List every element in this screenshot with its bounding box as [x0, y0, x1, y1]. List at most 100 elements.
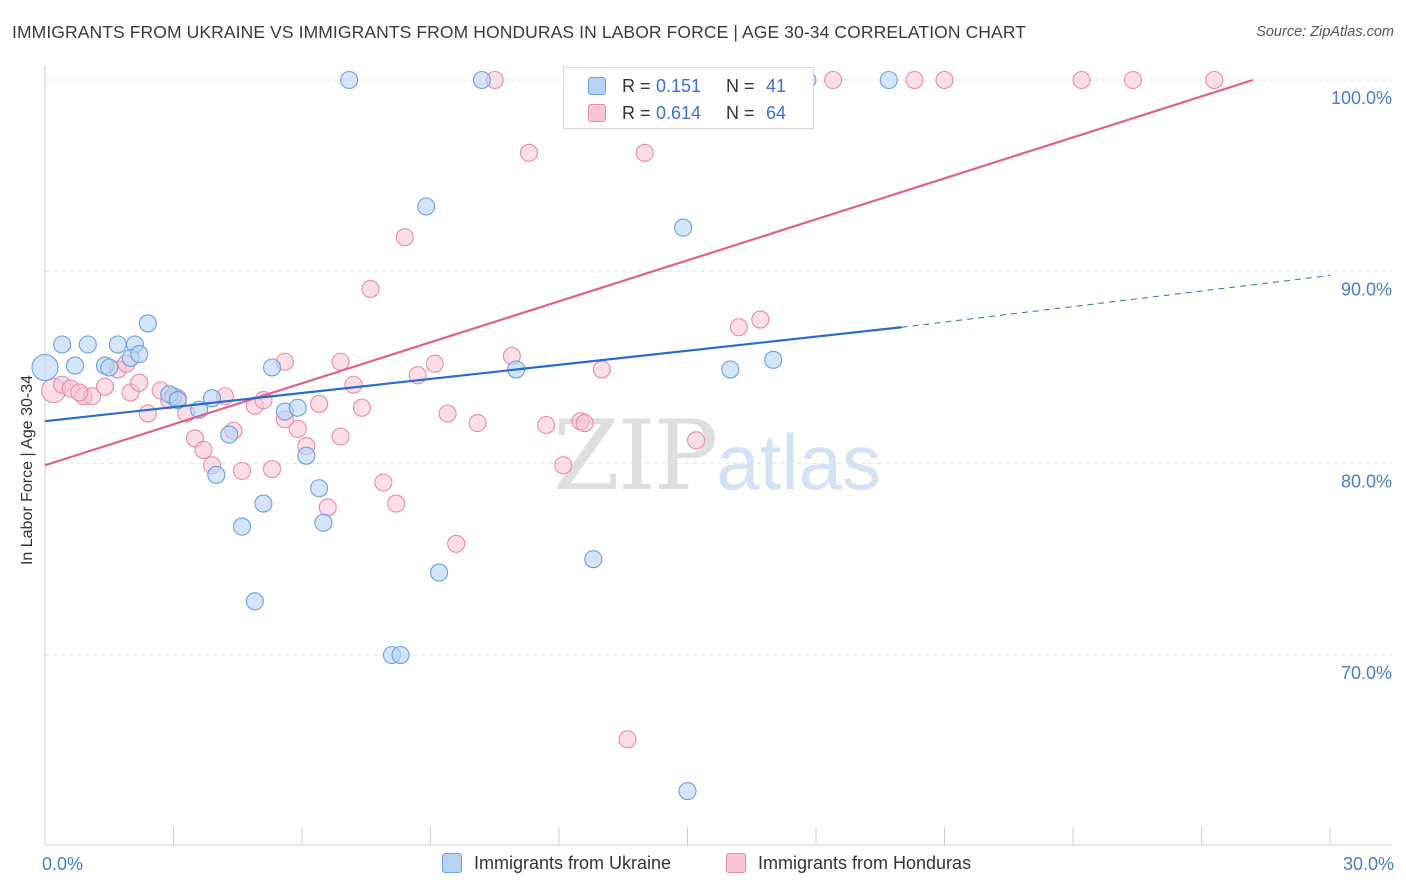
- honduras-point: [687, 431, 706, 450]
- honduras-point: [447, 534, 466, 553]
- ukraine-point: [288, 398, 307, 417]
- honduras-point: [468, 414, 487, 433]
- ukraine-point: [108, 335, 127, 354]
- ukraine-point: [254, 494, 273, 513]
- honduras-point: [288, 419, 307, 438]
- honduras-point: [395, 228, 414, 247]
- ukraine-point: [721, 360, 740, 379]
- ukraine-point: [297, 446, 316, 465]
- legend-ukraine-label: Immigrants from Ukraine: [474, 853, 672, 873]
- y-tick-label-70: 70.0%: [1341, 663, 1392, 683]
- source-credit: Source: ZipAtlas.com: [1256, 24, 1394, 40]
- honduras-point: [425, 354, 444, 373]
- ukraine-point: [310, 479, 329, 498]
- watermark-atlas: atlas: [716, 418, 881, 506]
- honduras-point: [1205, 70, 1224, 90]
- ukraine-point: [130, 345, 149, 364]
- correlation-stats-box: R = 0.151 N = 41 R = 0.614 N = 64: [563, 67, 814, 129]
- honduras-point: [361, 279, 380, 298]
- honduras-point: [824, 70, 843, 90]
- watermark: ZIPatlas: [553, 400, 881, 512]
- honduras-point: [618, 730, 637, 749]
- ukraine-point: [472, 70, 491, 90]
- ukraine-n-value: 41: [766, 76, 787, 96]
- axes: [44, 66, 1392, 846]
- ukraine-point: [314, 513, 333, 532]
- ukraine-r-value: 0.151: [656, 76, 702, 96]
- honduras-point: [310, 394, 329, 413]
- ukraine-point: [391, 645, 410, 665]
- honduras-point: [537, 415, 556, 435]
- honduras-point: [635, 143, 654, 162]
- honduras-n-value: 64: [766, 103, 787, 123]
- honduras-point: [751, 310, 770, 329]
- honduras-point: [1072, 70, 1091, 90]
- ukraine-point: [262, 358, 282, 377]
- honduras-point: [344, 375, 363, 394]
- ukraine-point: [78, 335, 97, 354]
- ukraine-point: [764, 350, 783, 369]
- ukraine-trend-extension: [901, 275, 1331, 328]
- y-tick-label-90: 90.0%: [1341, 280, 1392, 300]
- ukraine-point: [678, 782, 697, 801]
- honduras-trend-line: [44, 78, 1254, 467]
- honduras-point: [352, 398, 372, 417]
- legend: Immigrants from Ukraine Immigrants from …: [0, 852, 1406, 876]
- x-tick-label-min: 0.0%: [42, 854, 83, 874]
- ukraine-point: [232, 517, 252, 536]
- honduras-point: [438, 404, 457, 423]
- ukraine-point: [207, 465, 226, 484]
- ukraine-point: [138, 314, 157, 333]
- honduras-point: [232, 461, 252, 481]
- honduras-point: [331, 427, 350, 446]
- gridlines: [45, 79, 1392, 656]
- ukraine-point: [879, 70, 898, 90]
- honduras-point: [95, 377, 115, 396]
- honduras-point: [130, 373, 149, 392]
- y-tick-labels: 70.0% 80.0% 90.0% 100.0%: [1331, 88, 1392, 683]
- honduras-point: [331, 352, 350, 371]
- honduras-point: [1123, 70, 1143, 90]
- x-tick-label-max: 30.0%: [1343, 854, 1394, 874]
- ukraine-point: [65, 356, 85, 375]
- honduras-point: [905, 70, 924, 90]
- honduras-points: [41, 70, 1224, 749]
- honduras-point: [138, 404, 157, 423]
- honduras-point: [592, 360, 611, 379]
- ukraine-swatch: [588, 77, 606, 95]
- ukraine-point: [220, 425, 239, 444]
- ukraine-point: [417, 197, 436, 216]
- legend-honduras-swatch: [726, 853, 746, 873]
- y-tick-label-100: 100.0%: [1331, 88, 1392, 108]
- ukraine-point: [168, 391, 187, 410]
- ukraine-trend-line: [44, 326, 902, 423]
- honduras-r-label: R =: [622, 103, 651, 123]
- ukraine-n-label: N =: [726, 76, 755, 96]
- ukraine-point: [53, 335, 72, 354]
- honduras-point: [519, 143, 539, 162]
- ukraine-point: [100, 358, 119, 377]
- honduras-point: [387, 494, 406, 513]
- honduras-swatch: [588, 104, 606, 122]
- chart-title: IMMIGRANTS FROM UKRAINE VS IMMIGRANTS FR…: [12, 22, 1027, 42]
- honduras-point: [70, 383, 89, 402]
- honduras-point: [554, 456, 573, 475]
- ukraine-point: [245, 592, 264, 611]
- honduras-point: [575, 414, 594, 433]
- ukraine-point: [430, 563, 449, 582]
- ukraine-points: [31, 70, 898, 801]
- honduras-n-label: N =: [726, 103, 755, 123]
- trend-lines: [44, 78, 1331, 467]
- honduras-point: [935, 70, 954, 90]
- ukraine-r-label: R =: [622, 76, 651, 96]
- honduras-point: [318, 498, 337, 517]
- ukraine-point: [31, 353, 59, 382]
- honduras-point: [374, 473, 393, 492]
- honduras-point: [262, 460, 282, 479]
- honduras-r-value: 0.614: [656, 103, 702, 123]
- ukraine-point: [674, 218, 693, 237]
- legend-honduras-label: Immigrants from Honduras: [758, 853, 972, 873]
- honduras-point: [194, 440, 213, 459]
- y-tick-label-80: 80.0%: [1341, 471, 1392, 491]
